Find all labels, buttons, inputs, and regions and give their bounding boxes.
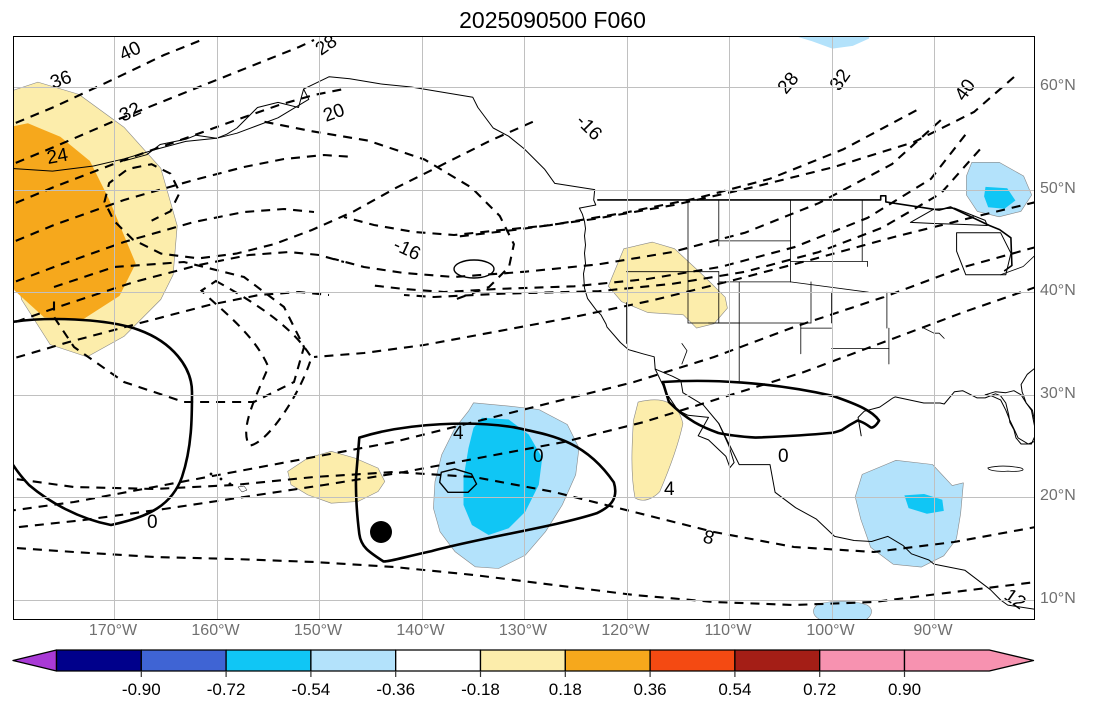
svg-text:0.54: 0.54	[718, 680, 751, 699]
svg-text:4: 4	[453, 423, 464, 444]
svg-text:0: 0	[533, 446, 544, 467]
svg-text:28: 28	[774, 69, 804, 99]
svg-text:0.72: 0.72	[803, 680, 836, 699]
svg-text:0.18: 0.18	[549, 680, 582, 699]
svg-text:40: 40	[951, 76, 980, 105]
svg-text:-0.54: -0.54	[292, 680, 331, 699]
svg-text:0.36: 0.36	[634, 680, 667, 699]
svg-text:-16: -16	[390, 234, 424, 265]
svg-text:40: 40	[116, 38, 144, 66]
svg-text:36: 36	[48, 67, 75, 94]
svg-text:-0.18: -0.18	[461, 680, 500, 699]
svg-text:-0.72: -0.72	[207, 680, 246, 699]
svg-text:-0.36: -0.36	[376, 680, 415, 699]
svg-text:-16: -16	[571, 111, 605, 145]
svg-text:28: 28	[312, 37, 341, 60]
svg-text:20: 20	[321, 100, 348, 127]
svg-text:-0.90: -0.90	[122, 680, 161, 699]
svg-text:24: 24	[45, 144, 70, 168]
svg-text:32: 32	[116, 99, 144, 127]
svg-text:32: 32	[826, 66, 855, 95]
svg-text:0.90: 0.90	[888, 680, 921, 699]
svg-text:0: 0	[778, 446, 789, 467]
svg-text:0: 0	[147, 512, 158, 533]
